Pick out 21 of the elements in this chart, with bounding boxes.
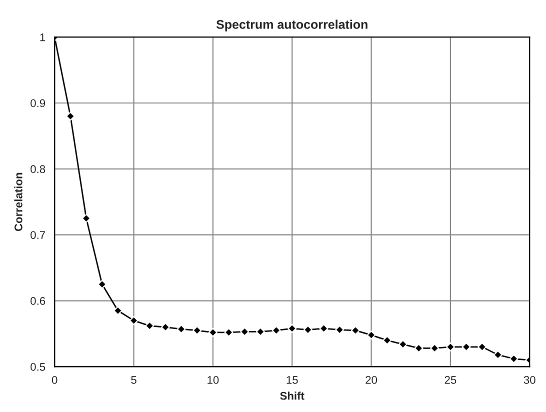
x-tick-label: 30: [524, 376, 536, 384]
y-tick-label: 0.7: [30, 231, 46, 239]
y-axis-title: Correlation: [14, 172, 22, 232]
x-tick-label: 15: [286, 376, 298, 384]
y-tick-label: 0.8: [30, 165, 46, 174]
y-tick-label: 1: [40, 33, 46, 42]
point: [208, 328, 218, 337]
x-tick-label: 5: [131, 376, 136, 384]
x-tick-label: 20: [366, 376, 378, 384]
y-tick-label: 0.9: [30, 99, 46, 108]
point: [366, 330, 376, 340]
y-tick-label: 0.6: [30, 297, 46, 305]
y-tick-label: 0.5: [30, 362, 46, 371]
x-tick-label: 25: [444, 376, 456, 384]
x-tick-label: 10: [208, 376, 219, 384]
chart-title: Spectrum autocorrelation: [216, 20, 368, 32]
point: [446, 342, 455, 352]
x-tick-label: 0: [52, 376, 58, 384]
point: [288, 324, 297, 333]
point: [129, 316, 138, 325]
x-axis-title: Shift: [280, 392, 304, 400]
